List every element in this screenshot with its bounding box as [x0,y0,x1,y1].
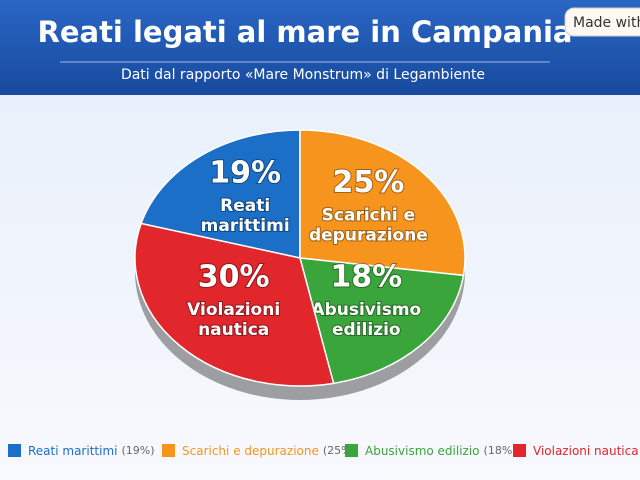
pie-slice [140,129,301,259]
legend-swatch [345,444,358,457]
legend-label: Abusivismo edilizio (18%) [365,444,517,458]
slice-value-label: 18% [330,260,402,295]
slice-value-label: 30% [198,260,270,295]
legend-name: Violazioni nautica [533,444,639,458]
slice-value-label: 19% [209,155,281,190]
slice-name-label: Scarichi e [322,206,415,226]
header [0,0,640,95]
pie-slice [299,129,466,277]
legend-label: Reati marittimi (19%) [28,444,155,458]
legend-label: Violazioni nautica(30%) [533,444,640,458]
slice-name-label: Violazioni [187,300,280,320]
slice-name-label: Abusivismo [311,300,421,320]
pie-slice [298,257,465,385]
legend-swatch [8,444,21,457]
chart-title: Reati legati al mare in Campania [38,15,573,49]
pie-slice [134,222,335,387]
slice-name-label: nautica [198,320,269,340]
legend-label: Scarichi e depurazione (25%) [182,444,356,458]
legend-swatch [513,444,526,457]
slice-name-label: depurazione [309,226,428,246]
slice-value-label: 25% [332,165,404,200]
legend-name: Reati marittimi [28,444,117,458]
legend-name: Abusivismo edilizio [365,444,480,458]
badge[interactable] [564,7,640,37]
legend-name: Scarichi e depurazione [182,444,319,458]
legend-value: (18%) [484,444,517,457]
legend-swatch [162,444,175,457]
chart-subtitle: Dati dal rapporto «Mare Monstrum» di Leg… [121,67,485,83]
slice-name-label: marittimi [201,216,290,236]
badge-text[interactable]: Made with [573,15,640,31]
slice-name-label: Reati [220,196,270,216]
slice-name-label: edilizio [332,320,401,340]
legend-value: (19%) [121,444,154,457]
